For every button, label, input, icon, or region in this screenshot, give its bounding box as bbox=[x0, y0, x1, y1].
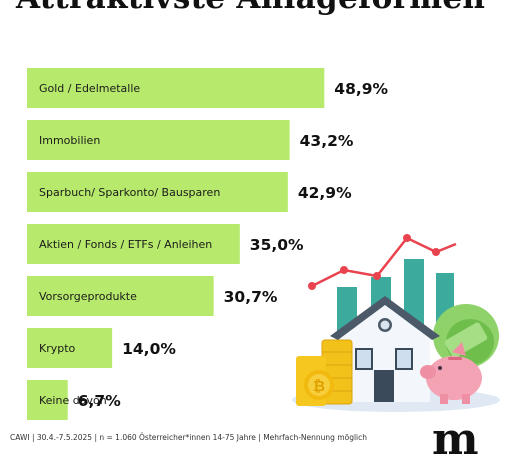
bar-4 bbox=[27, 276, 214, 316]
bar-chart: ₿ Gold / Edelmetalle 48,9% Immobilien 43,2%… bbox=[27, 68, 500, 420]
brand-logo: m bbox=[432, 414, 479, 465]
bar-2 bbox=[27, 172, 288, 212]
category-label: Sparbuch/ Sparkonto/ Bausparen bbox=[39, 186, 220, 199]
coin-stack-icon: ₿ bbox=[296, 339, 353, 406]
category-label: Vorsorgeprodukte bbox=[39, 290, 137, 303]
value-label: 48,9% bbox=[334, 80, 388, 98]
bar-6 bbox=[27, 380, 68, 420]
bar-5 bbox=[27, 328, 113, 368]
value-label: 14,0% bbox=[122, 340, 176, 358]
value-label: 35,0% bbox=[250, 236, 304, 254]
category-label: Gold / Edelmetalle bbox=[39, 82, 140, 95]
house-icon bbox=[330, 296, 440, 402]
bar-0 bbox=[27, 68, 325, 108]
category-label: Immobilien bbox=[39, 134, 100, 147]
bar-3 bbox=[27, 224, 240, 264]
page-title: Attraktivste Anlageformen bbox=[16, 0, 485, 16]
value-label: 30,7% bbox=[224, 288, 278, 306]
bar-1 bbox=[27, 120, 290, 160]
value-label: 6,7% bbox=[78, 392, 121, 410]
value-label: 43,2% bbox=[300, 132, 354, 150]
category-label: Aktien / Fonds / ETFs / Anleihen bbox=[39, 238, 212, 251]
investment-illustration: ₿ bbox=[292, 234, 500, 412]
category-label: Krypto bbox=[39, 342, 76, 355]
value-label: 42,9% bbox=[298, 184, 352, 202]
category-label: Keine davon bbox=[39, 394, 107, 407]
svg-text:₿: ₿ bbox=[313, 377, 325, 395]
piggy-bank-icon bbox=[420, 342, 482, 404]
source-note: CAWI | 30.4.-7.5.2025 | n = 1.060 Österr… bbox=[10, 433, 368, 442]
money-bundle-icon bbox=[433, 304, 499, 368]
